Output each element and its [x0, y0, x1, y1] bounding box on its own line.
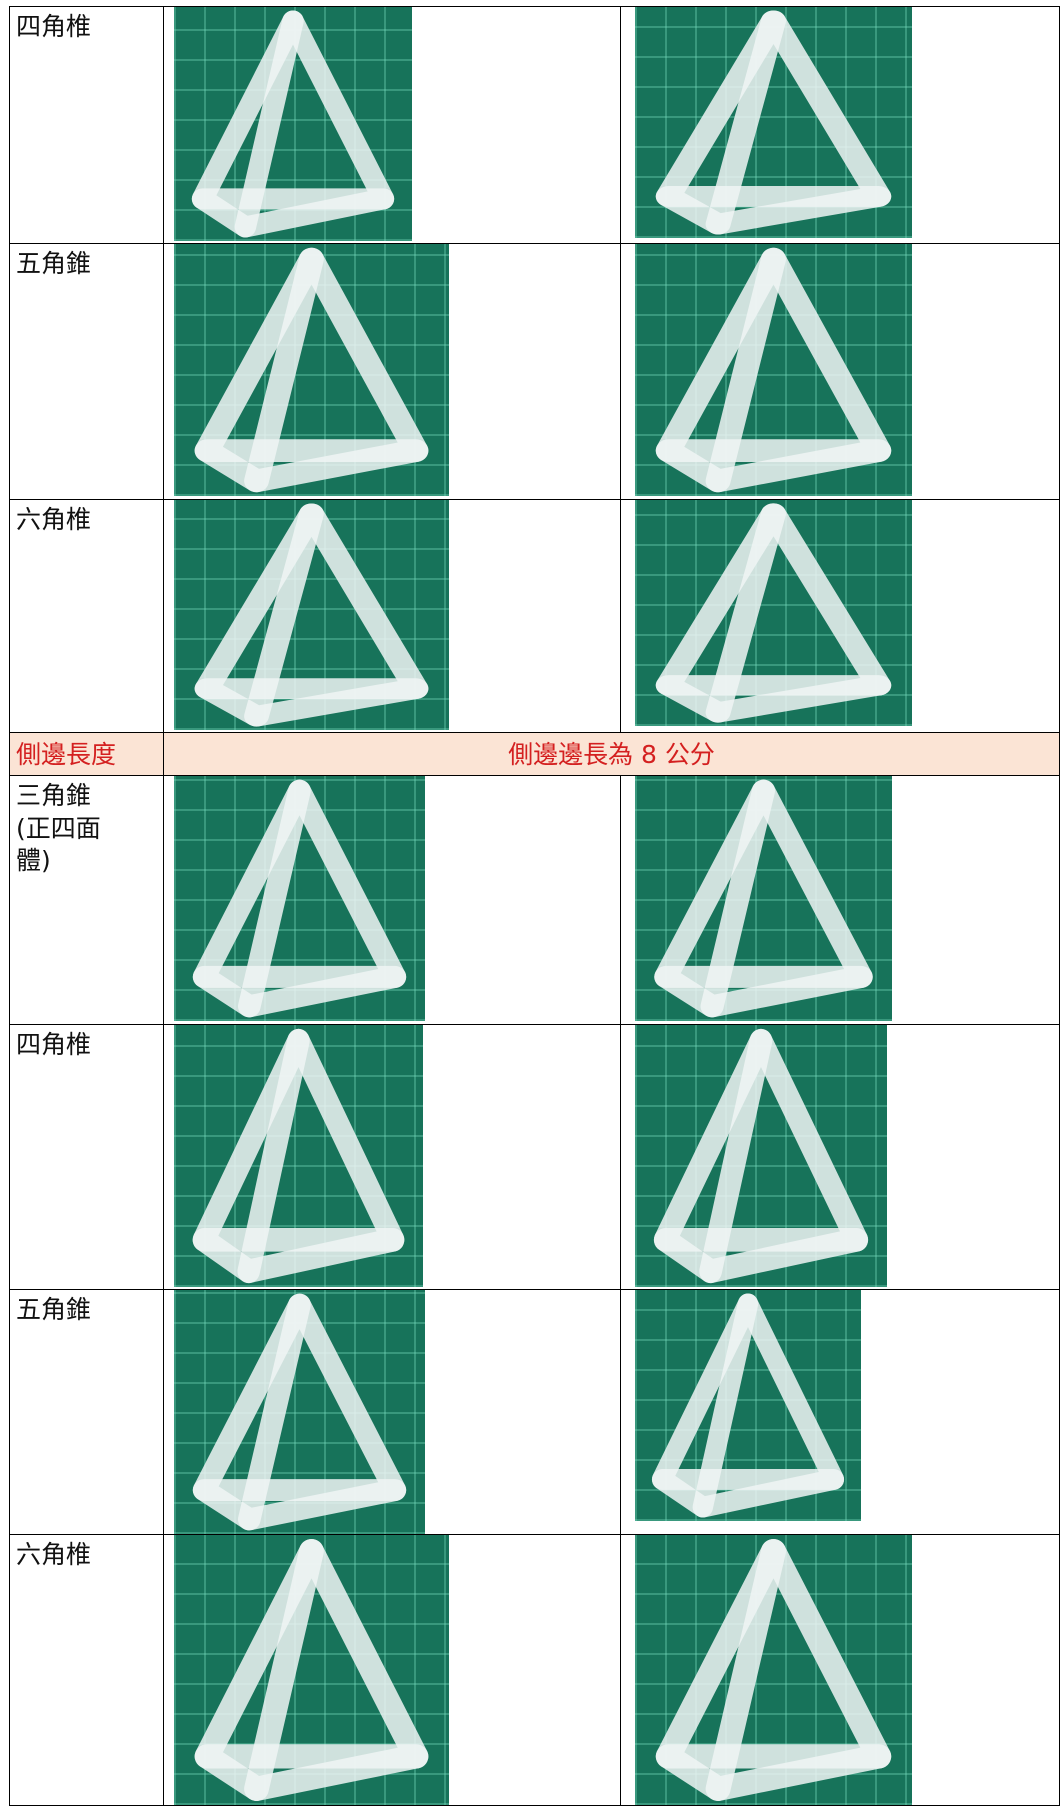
- photo-cell: [620, 243, 1060, 500]
- table-row: 五角錐: [9, 1289, 1060, 1535]
- photo-cell: [620, 1534, 1060, 1806]
- wireframe: [651, 1293, 845, 1518]
- wireframe: [654, 779, 873, 1018]
- row-label: 六角椎: [9, 1534, 164, 1806]
- photo: [635, 1290, 861, 1521]
- photo-cell: [620, 6, 1060, 244]
- photo: [635, 1025, 887, 1287]
- photo: [635, 244, 912, 496]
- photo-cell: [163, 1024, 621, 1290]
- photo: [635, 1535, 912, 1805]
- table-row: 四角椎: [9, 1024, 1060, 1290]
- photo: [174, 1290, 425, 1534]
- table-row: 四角椎: [9, 6, 1060, 244]
- row-label: 五角錐: [9, 243, 164, 500]
- photo-cell: [620, 1024, 1060, 1290]
- photo-cell: [163, 243, 621, 500]
- wireframe: [655, 1539, 892, 1801]
- row-label: 側邊長度: [9, 732, 164, 776]
- photo-cell: [163, 775, 621, 1025]
- photo-cell: [163, 6, 621, 244]
- row-label: 四角椎: [9, 1024, 164, 1290]
- photo-cell: [620, 775, 1060, 1025]
- row-label: 五角錐: [9, 1289, 164, 1535]
- table-row: 三角錐 (正四面 體): [9, 775, 1060, 1025]
- wireframe: [655, 503, 892, 723]
- wireframe: [655, 247, 892, 493]
- photo: [635, 500, 912, 726]
- wireframe: [194, 247, 429, 493]
- wireframe: [191, 10, 395, 238]
- photo: [174, 500, 449, 730]
- row-label: 六角椎: [9, 499, 164, 733]
- photo: [174, 7, 412, 241]
- wireframe: [192, 779, 407, 1018]
- wireframe: [192, 1028, 405, 1284]
- photo: [174, 776, 425, 1021]
- photo-cell: [620, 1289, 1060, 1535]
- wireframe: [655, 10, 892, 235]
- wireframe: [194, 1539, 429, 1801]
- row-label: 四角椎: [9, 6, 164, 244]
- wireframe: [192, 1293, 407, 1531]
- wireframe: [194, 503, 429, 727]
- photo-cell: [163, 499, 621, 733]
- photo: [174, 1535, 449, 1805]
- row-text: 側邊邊長為 8 公分: [163, 732, 1060, 776]
- table-body: 四角椎 五角錐 六角椎 側邊長度 側邊邊長為 8 公分 三角錐 (正四面 體) 四角椎 五角錐…: [9, 6, 1060, 1806]
- photo: [174, 244, 449, 496]
- photo: [174, 1025, 423, 1287]
- table-row: 五角錐: [9, 243, 1060, 500]
- photo-cell: [620, 499, 1060, 733]
- photo: [635, 7, 912, 238]
- wireframe: [653, 1028, 869, 1284]
- photo-cell: [163, 1289, 621, 1535]
- row-label: 三角錐 (正四面 體): [9, 775, 164, 1025]
- table: 四角椎 五角錐 六角椎 側邊長度 側邊邊長為 8 公分 三角錐 (正四面 體) 四角椎 五角錐…: [9, 6, 1060, 1806]
- photo-cell: [163, 1534, 621, 1806]
- table-row: 側邊長度 側邊邊長為 8 公分: [9, 732, 1060, 776]
- table-row: 六角椎: [9, 1534, 1060, 1806]
- photo: [635, 776, 892, 1021]
- table-row: 六角椎: [9, 499, 1060, 733]
